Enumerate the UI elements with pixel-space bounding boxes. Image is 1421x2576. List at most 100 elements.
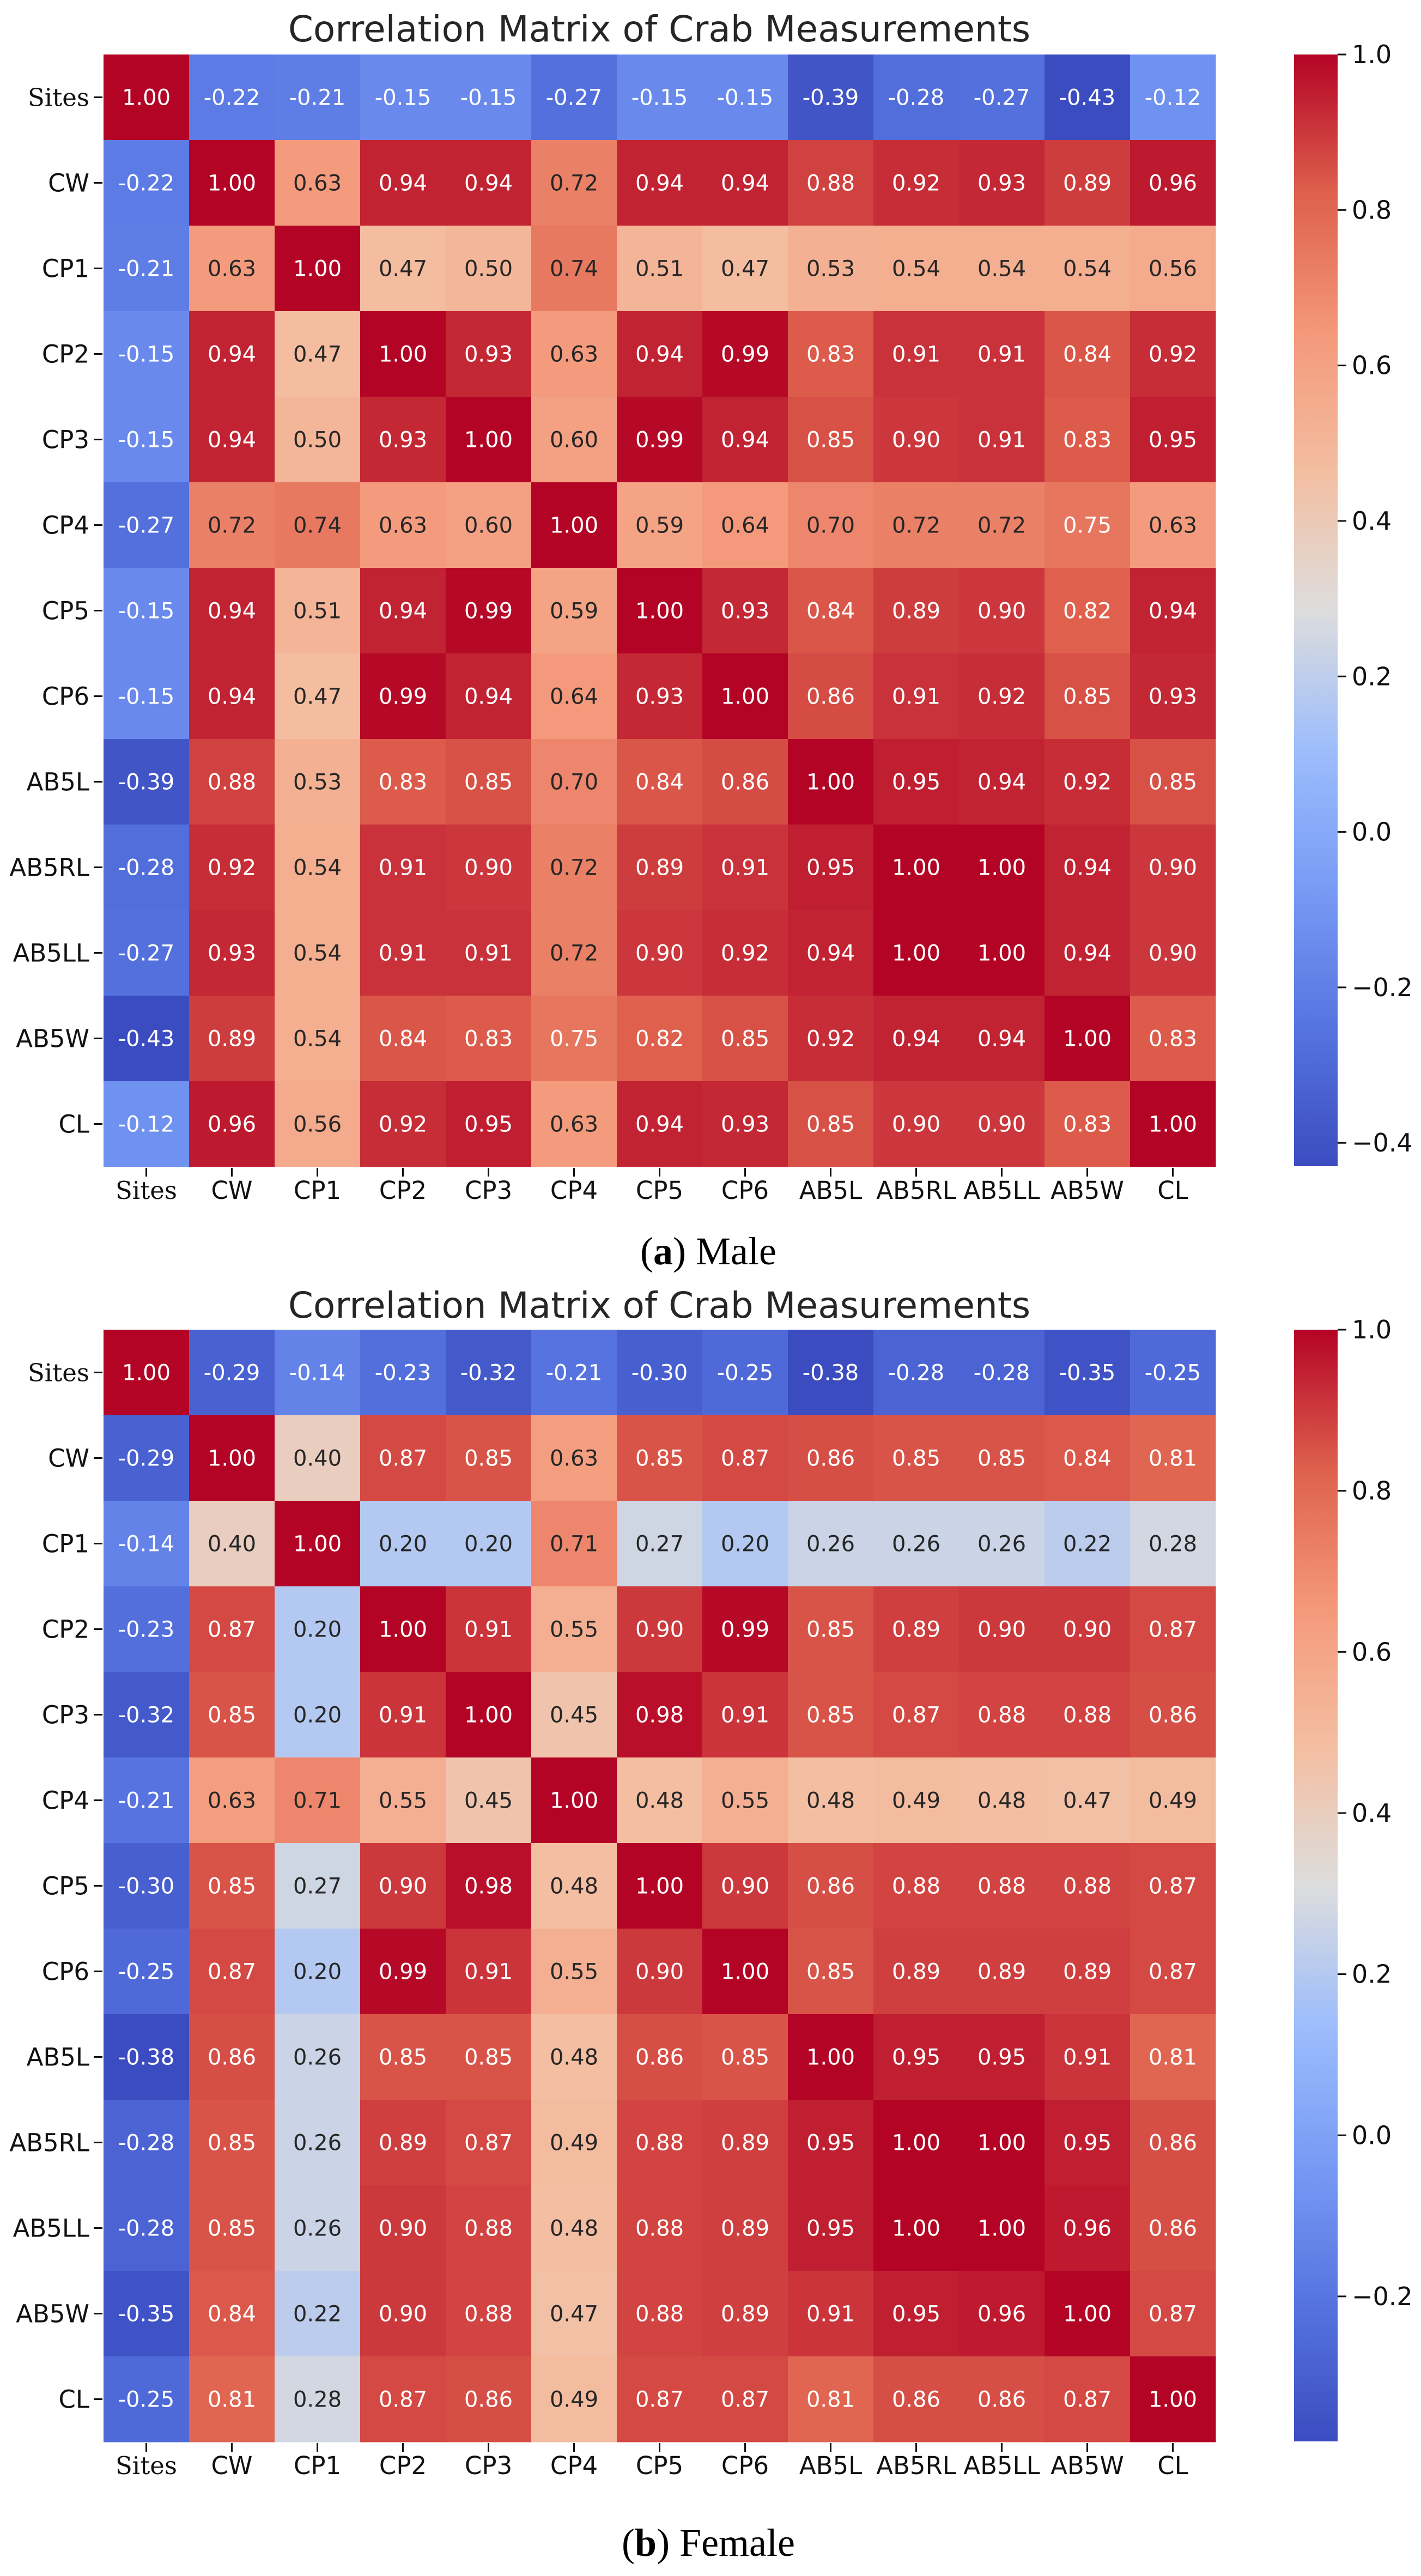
cell-value-label: 0.85 — [208, 1874, 256, 1899]
row-label: AB5L — [27, 768, 89, 797]
heatmap-cell — [617, 910, 703, 996]
heatmap-cell — [1045, 1672, 1131, 1758]
heatmap-cell — [702, 311, 788, 397]
heatmap-cell — [873, 825, 960, 911]
cell-value-label: 0.94 — [1063, 941, 1112, 966]
heatmap-cell — [788, 2100, 874, 2186]
heatmap-cell — [104, 482, 190, 568]
heatmap-cell — [617, 568, 703, 654]
heatmap-cell — [873, 54, 960, 141]
cell-value-label: 0.72 — [977, 513, 1026, 538]
row-label: CP3 — [42, 1701, 89, 1730]
cell-value-label: -0.23 — [375, 1361, 432, 1386]
heatmap-cell — [189, 739, 275, 825]
heatmap-cell — [1045, 739, 1131, 825]
row-label: CP2 — [42, 1615, 89, 1644]
row-label: AB5LL — [13, 939, 89, 968]
cell-value-label: -0.15 — [118, 599, 175, 624]
cell-value-label: 1.00 — [635, 599, 684, 624]
cell-value-label: 0.96 — [1149, 171, 1197, 196]
cell-value-label: 0.95 — [977, 2045, 1026, 2070]
colorbar-tick-label: 0.8 — [1352, 1476, 1392, 1506]
colorbar-tick-label: 0.6 — [1352, 1637, 1392, 1666]
column-label: CP2 — [379, 1176, 427, 1205]
cell-value-label: 0.72 — [550, 171, 598, 196]
heatmap-cell — [360, 653, 446, 740]
cell-value-label: 0.56 — [293, 1112, 342, 1137]
cell-value-label: 0.20 — [293, 1703, 342, 1728]
heatmap-cell — [617, 2271, 703, 2357]
heatmap-cell — [360, 1415, 446, 1501]
heatmap-cell — [959, 482, 1045, 568]
heatmap-cell — [617, 226, 703, 312]
colorbar-tick-label: 0.8 — [1352, 195, 1392, 225]
heatmap-cell — [446, 226, 532, 312]
heatmap-cell — [873, 311, 960, 397]
heatmap-cell — [531, 739, 617, 825]
heatmap-cell — [788, 54, 874, 141]
cell-value-label: 0.85 — [464, 1446, 513, 1471]
cell-value-label: 0.94 — [721, 171, 769, 196]
heatmap-cell — [104, 996, 190, 1082]
heatmap-cell — [531, 311, 617, 397]
cell-value-label: 0.86 — [892, 2387, 940, 2413]
caption-letter-male: a — [653, 1229, 673, 1273]
heatmap-cell — [104, 226, 190, 312]
column-label: CP1 — [294, 2451, 341, 2480]
cell-value-label: 0.91 — [379, 1703, 427, 1728]
heatmap-cell — [275, 739, 361, 825]
cell-value-label: -0.35 — [118, 2302, 175, 2327]
heatmap-cell — [360, 397, 446, 483]
cell-value-label: 0.85 — [806, 1703, 855, 1728]
cell-value-label: 0.82 — [1063, 599, 1112, 624]
heatmap-cell — [446, 825, 532, 911]
heatmap-cell — [104, 1843, 190, 1929]
cell-value-label: -0.38 — [118, 2045, 175, 2070]
heatmap-cell — [873, 1081, 960, 1167]
cell-value-label: 0.89 — [721, 2131, 769, 2156]
heatmap-cell — [873, 140, 960, 226]
heatmap-cell — [1130, 2356, 1216, 2442]
heatmap-cell — [446, 311, 532, 397]
heatmap-cell — [360, 825, 446, 911]
heatmap-cell — [104, 1330, 190, 1416]
heatmap-cell — [873, 996, 960, 1082]
cell-value-label: 0.63 — [208, 1789, 256, 1814]
column-label: CP3 — [465, 1176, 512, 1205]
heatmap-cell — [275, 1330, 361, 1416]
heatmap-cell — [275, 1415, 361, 1501]
cell-value-label: 0.87 — [379, 2387, 427, 2413]
heatmap-cell — [1130, 226, 1216, 312]
heatmap-cell — [873, 1586, 960, 1672]
heatmap-cell — [446, 140, 532, 226]
cell-value-label: -0.14 — [118, 1532, 175, 1557]
heatmap-cell — [275, 2271, 361, 2357]
column-label: CP4 — [550, 1176, 598, 1205]
cell-value-label: 1.00 — [379, 342, 427, 367]
cell-value-label: 0.94 — [806, 941, 855, 966]
cell-value-label: -0.22 — [118, 171, 175, 196]
colorbar-tick-label: −0.2 — [1352, 973, 1413, 1002]
cell-value-label: 1.00 — [122, 1361, 171, 1386]
cell-value-label: 0.87 — [892, 1703, 940, 1728]
cell-value-label: 0.88 — [1063, 1703, 1112, 1728]
cell-value-label: 0.90 — [1149, 856, 1197, 881]
cell-value-label: -0.22 — [204, 86, 260, 111]
heatmap-cell — [360, 311, 446, 397]
cell-value-label: 0.63 — [208, 257, 256, 282]
heatmap-cell — [873, 653, 960, 740]
cell-value-label: 0.49 — [550, 2387, 598, 2413]
column-label: CL — [1157, 2451, 1188, 2480]
cell-value-label: 0.87 — [721, 2387, 769, 2413]
cell-value-label: 0.89 — [892, 599, 940, 624]
heatmap-cell — [1045, 1929, 1131, 2015]
heatmap-cell — [959, 54, 1045, 141]
cell-value-label: 0.84 — [635, 770, 684, 795]
column-label: CW — [211, 2451, 253, 2480]
heatmap-cell — [1045, 1757, 1131, 1844]
cell-value-label: -0.12 — [118, 1112, 175, 1137]
heatmap-cell — [275, 2356, 361, 2442]
cell-value-label: -0.21 — [118, 257, 175, 282]
cell-value-label: 0.87 — [208, 1960, 256, 1985]
heatmap-cell — [873, 2014, 960, 2100]
